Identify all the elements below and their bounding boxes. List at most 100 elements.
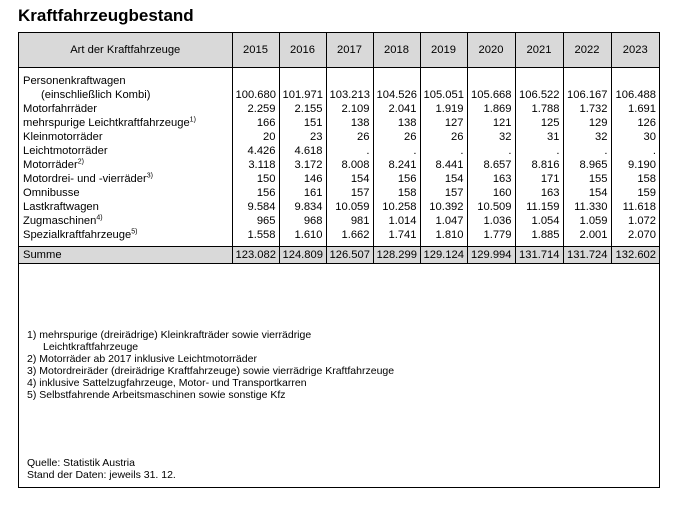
value-cell: . — [467, 144, 516, 158]
table-row: Lastkraftwagen 9.584 9.834 10.059 10.258 10.3… — [19, 200, 659, 214]
footnote-1: 1) mehrspurige (dreirädrige) Kleinkraftr… — [27, 329, 312, 341]
value-cell: 30 — [643, 131, 656, 143]
value-cell: 10.258 — [373, 200, 421, 214]
value-cell: 11.159 — [515, 200, 564, 214]
spacer-cell — [515, 242, 564, 247]
value-cell: 126 — [637, 117, 656, 129]
sum-cell: 128.299 — [373, 246, 421, 264]
value-cell: 4.426 — [232, 144, 280, 158]
year-header: 2021 — [515, 33, 564, 68]
value-cell: 8.657 — [467, 158, 516, 172]
value-cell: 138 — [326, 116, 374, 130]
value-cell: 968 — [279, 214, 327, 228]
source-note: Quelle: Statistik Austria Stand der Date… — [27, 457, 176, 481]
value-cell: 981 — [326, 214, 374, 228]
value-cell: 160 — [467, 186, 516, 200]
header-row: Art der Kraftfahrzeuge 2015 2016 2017 20… — [19, 33, 659, 68]
value-cell: 1.885 — [515, 228, 564, 242]
row-label: Spezialkraftfahrzeuge5) — [19, 228, 233, 242]
row-label: Omnibusse — [19, 186, 233, 200]
value-cell: 105.051 — [420, 67, 468, 102]
value-cell: 166 — [232, 116, 280, 130]
value-cell: 129 — [563, 116, 612, 130]
table-row: Omnibusse 156 161 157 158 157 160 163 154 159 — [19, 186, 659, 200]
year-header: 2018 — [373, 33, 421, 68]
value-cell: 154 — [420, 172, 468, 186]
row-label: Leichtmotorräder — [19, 144, 233, 158]
value-cell: 9.834 — [279, 200, 327, 214]
spacer-cell — [19, 242, 233, 247]
value-cell: 3.118 — [232, 158, 280, 172]
row-label-text: Zugmaschinen — [23, 215, 97, 227]
value-cell: 9.584 — [232, 200, 280, 214]
value-cell: 2.109 — [326, 102, 374, 116]
row-label: Zugmaschinen4) — [19, 214, 233, 228]
value-cell: 106.522 — [515, 67, 564, 102]
table-row: Spezialkraftfahrzeuge5) 1.558 1.610 1.662 1.… — [19, 228, 659, 242]
value-cell: 163 — [467, 172, 516, 186]
value-cell: 157 — [420, 186, 468, 200]
footnote-marker: 1) — [189, 116, 196, 124]
value-cell: 1.732 — [563, 102, 612, 116]
value-cell: 10.509 — [467, 200, 516, 214]
value-cell: 1.014 — [373, 214, 421, 228]
value-cell: 1.788 — [515, 102, 564, 116]
table-frame: Art der Kraftfahrzeuge 2015 2016 2017 20… — [18, 32, 660, 488]
footnote-marker: 4) — [96, 214, 103, 222]
row-label-text: Motorfahrräder — [23, 103, 97, 115]
value-cell: 121 — [467, 116, 516, 130]
value-cell: 8.816 — [515, 158, 564, 172]
value-cell: 23 — [279, 130, 327, 144]
value-cell: 154 — [326, 172, 374, 186]
vehicle-table: Art der Kraftfahrzeuge 2015 2016 2017 20… — [19, 33, 659, 264]
value-cell: 104.526 — [373, 67, 421, 102]
spacer-cell — [563, 242, 612, 247]
year-header: 2023 — [611, 33, 659, 68]
footnote-4: 4) inklusive Sattelzugfahrzeuge, Motor- … — [27, 377, 307, 389]
value-cell: 125 — [515, 116, 564, 130]
row-label-text: Spezialkraftfahrzeuge — [23, 229, 132, 241]
row-label-text: Omnibusse — [23, 187, 80, 199]
sum-cell: 132.602 — [611, 246, 659, 264]
footnote-marker: 3) — [146, 172, 153, 180]
sum-label: Summe — [19, 246, 233, 264]
value-cell: . — [515, 144, 564, 158]
spacer-cell — [420, 242, 468, 247]
value-cell: 2.070 — [628, 229, 656, 241]
value-cell: 3.172 — [279, 158, 327, 172]
spacer-cell — [373, 242, 421, 247]
value-cell: 1.919 — [420, 102, 468, 116]
footnote-marker: 2) — [77, 158, 84, 166]
value-cell: 1.610 — [279, 228, 327, 242]
value-cell: 8.241 — [373, 158, 421, 172]
sum-row: Summe 123.082 124.809 126.507 128.299 129.124… — [19, 246, 659, 264]
row-label: Motorfahrräder — [19, 102, 233, 116]
sum-cell: 124.809 — [279, 246, 327, 264]
sum-cell: 123.082 — [232, 246, 280, 264]
value-cell: 20 — [232, 130, 280, 144]
value-cell: . — [652, 145, 656, 157]
value-cell: 163 — [515, 186, 564, 200]
value-cell: 158 — [637, 173, 656, 185]
value-cell: 103.213 — [326, 67, 374, 102]
value-cell: 8.441 — [420, 158, 468, 172]
source-line: Quelle: Statistik Austria — [27, 457, 135, 469]
table-row: Leichtmotorräder 4.426 4.618....... — [19, 144, 659, 158]
spacer-cell — [279, 242, 327, 247]
page-title: Kraftfahrzeugbestand — [18, 6, 194, 25]
row-label: Kleinmotorräder — [19, 130, 233, 144]
value-cell: 1.691 — [628, 103, 656, 115]
value-cell: 171 — [515, 172, 564, 186]
value-cell: 31 — [515, 130, 564, 144]
row-label-sub: (einschließlich Kombi) — [41, 89, 151, 101]
table-row: Kleinmotorräder 20 23 26 26 26 32 31 32 30 — [19, 130, 659, 144]
value-cell: 150 — [232, 172, 280, 186]
year-header: 2016 — [279, 33, 327, 68]
value-cell: 106.488 — [615, 89, 656, 101]
value-cell: . — [563, 144, 612, 158]
value-cell: 159 — [637, 187, 656, 199]
spacer-cell — [326, 242, 374, 247]
value-cell: 8.008 — [326, 158, 374, 172]
value-cell: 26 — [326, 130, 374, 144]
row-label-text: mehrspurige Leichtkraftfahrzeuge — [23, 117, 190, 129]
